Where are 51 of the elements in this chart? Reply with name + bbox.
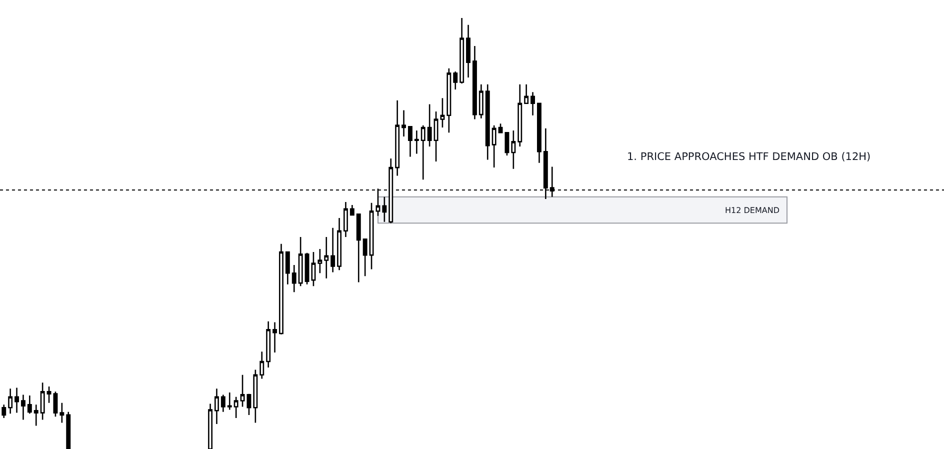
candlestick	[350, 204, 354, 216]
candlestick	[420, 124, 426, 180]
candlestick	[285, 251, 290, 286]
candlestick	[343, 201, 348, 238]
candlestick	[427, 104, 432, 148]
candlestick	[324, 236, 329, 279]
candlestick	[234, 396, 238, 419]
candlestick	[337, 217, 342, 271]
candlestick	[472, 45, 477, 120]
candlestick	[356, 213, 361, 283]
candlestick	[292, 264, 296, 293]
candlestick	[260, 350, 264, 380]
candlestick	[511, 130, 516, 170]
candlestick	[453, 70, 458, 90]
candlestick	[518, 84, 522, 148]
candlestick	[530, 91, 535, 116]
candlestick	[485, 84, 490, 160]
candlestick	[227, 392, 232, 410]
candlestick	[460, 18, 464, 84]
candlestick	[34, 404, 38, 426]
candlestick	[492, 124, 496, 168]
candlestick	[362, 238, 368, 277]
candlestick	[298, 236, 303, 287]
candlestick	[330, 227, 336, 273]
candlestick	[60, 402, 64, 424]
candlestick	[402, 110, 406, 138]
candlestick	[27, 394, 32, 414]
candlestick	[220, 394, 226, 413]
candlestick	[266, 320, 271, 368]
candlestick	[66, 411, 71, 449]
candlestick	[278, 243, 284, 335]
candlestick	[395, 100, 400, 176]
candlestick	[466, 24, 470, 78]
candlestick	[2, 404, 6, 419]
candlestick	[14, 387, 19, 414]
candlestick	[214, 388, 219, 425]
candlestick	[478, 84, 484, 120]
candlestick	[536, 102, 542, 164]
candlestick	[40, 382, 45, 420]
candlestick	[414, 130, 419, 154]
text: 1. PRICE APPROACHES HTF DEMAND OB (12H)	[627, 151, 871, 163]
candlestick	[272, 322, 277, 354]
candlestick	[253, 369, 258, 424]
candlestick	[20, 394, 26, 420]
candlestick	[408, 126, 412, 158]
candlestick	[8, 388, 13, 414]
candlestick	[524, 84, 529, 104]
candlestick	[318, 248, 322, 274]
candlestick	[446, 68, 452, 134]
band-label: H12 DEMAND	[725, 206, 780, 215]
candlestick	[382, 196, 387, 223]
